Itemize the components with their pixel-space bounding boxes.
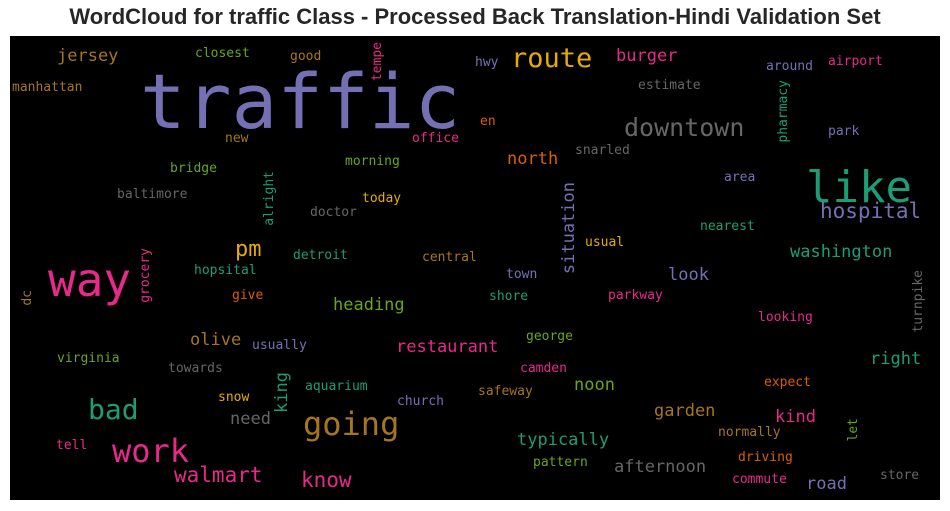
word-way: way	[48, 253, 131, 307]
word-bridge: bridge	[170, 161, 217, 176]
word-restaurant: restaurant	[396, 337, 498, 357]
word-turnpike: turnpike	[911, 270, 926, 333]
word-driving: driving	[738, 450, 793, 465]
word-dc: dc	[20, 290, 35, 306]
word-bad: bad	[88, 393, 139, 426]
word-hwy: hwy	[475, 55, 499, 70]
word-expect: expect	[764, 375, 811, 390]
word-normally: normally	[718, 425, 781, 440]
word-know: know	[301, 468, 352, 492]
word-kind: kind	[775, 407, 816, 427]
word-jersey: jersey	[57, 46, 118, 66]
word-let: let	[846, 418, 861, 441]
word-en: en	[480, 114, 496, 129]
word-usual: usual	[585, 235, 624, 250]
word-give: give	[232, 288, 263, 303]
word-noon: noon	[574, 375, 615, 395]
word-going: going	[303, 405, 399, 443]
word-downtown: downtown	[624, 113, 744, 142]
word-store: store	[880, 468, 919, 483]
word-road: road	[806, 474, 847, 494]
word-town: town	[506, 267, 537, 282]
word-estimate: estimate	[638, 78, 701, 93]
word-like: like	[806, 162, 912, 213]
word-church: church	[397, 394, 444, 409]
word-hopsital: hopsital	[194, 263, 257, 278]
word-office: office	[412, 131, 459, 146]
word-heading: heading	[333, 295, 405, 315]
word-towards: towards	[168, 361, 223, 376]
word-today: today	[362, 191, 401, 206]
word-pattern: pattern	[533, 455, 588, 470]
word-king: king	[272, 372, 292, 413]
word-aquarium: aquarium	[305, 379, 368, 394]
word-parkway: parkway	[608, 288, 663, 303]
word-walmart: walmart	[174, 463, 263, 487]
word-traffic: traffic	[140, 57, 460, 146]
word-situation: situation	[559, 182, 579, 274]
word-detroit: detroit	[293, 248, 348, 263]
word-afternoon: afternoon	[614, 457, 706, 477]
word-hospital: hospital	[820, 199, 921, 223]
word-garden: garden	[654, 401, 715, 421]
word-right: right	[870, 349, 921, 369]
word-closest: closest	[195, 46, 250, 61]
word-new: new	[225, 131, 249, 146]
cloud-background	[10, 36, 940, 500]
word-layer: traffic way like route downtown going work bad h…	[12, 42, 926, 494]
word-doctor: doctor	[310, 205, 357, 220]
word-park: park	[828, 124, 859, 139]
word-typically: typically	[517, 430, 609, 450]
word-usually: usually	[252, 338, 307, 353]
word-route: route	[511, 43, 592, 74]
word-manhattan: manhattan	[12, 80, 82, 95]
word-pm: pm	[235, 237, 262, 262]
word-nearest: nearest	[700, 219, 755, 234]
word-george: george	[526, 329, 573, 344]
word-central: central	[422, 250, 477, 265]
word-camden: camden	[520, 361, 567, 376]
word-alright: alright	[262, 171, 277, 226]
word-tempe: tempe	[370, 42, 385, 81]
word-north: north	[507, 149, 558, 169]
word-looking: looking	[758, 310, 813, 325]
word-good: good	[290, 49, 321, 64]
word-snow: snow	[218, 390, 249, 405]
word-grocery: grocery	[138, 248, 153, 303]
word-look: look	[668, 265, 709, 285]
word-morning: morning	[345, 154, 400, 169]
word-need: need	[230, 409, 271, 429]
word-shore: shore	[489, 289, 528, 304]
word-baltimore: baltimore	[117, 187, 188, 202]
word-commute: commute	[732, 472, 787, 487]
word-area: area	[724, 170, 755, 185]
word-olive: olive	[190, 330, 241, 350]
word-safeway: safeway	[478, 384, 533, 399]
chart-title: WordCloud for traffic Class - Processed …	[69, 4, 881, 29]
word-work: work	[112, 432, 189, 470]
word-burger: burger	[616, 46, 677, 66]
word-virginia: virginia	[57, 351, 120, 366]
word-snarled: snarled	[575, 143, 630, 158]
word-airport: airport	[828, 54, 883, 69]
word-tell: tell	[56, 438, 87, 453]
word-around: around	[766, 59, 813, 74]
word-washington: washington	[790, 242, 892, 262]
word-pharmacy: pharmacy	[776, 80, 791, 143]
